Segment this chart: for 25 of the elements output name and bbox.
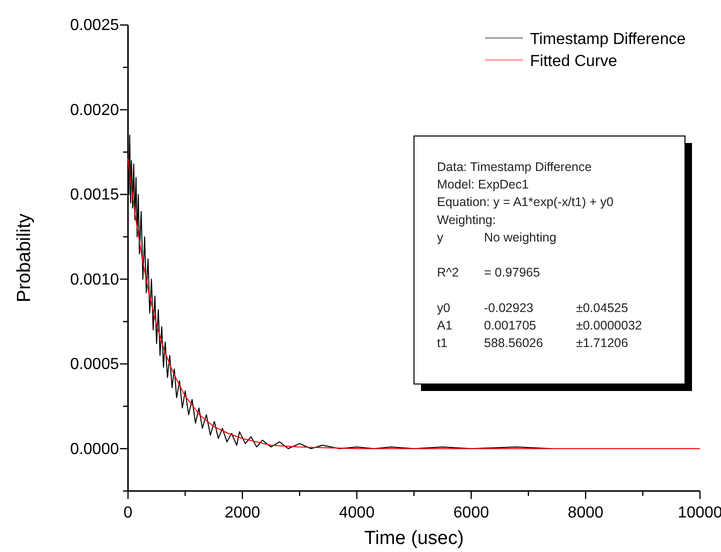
annotation: Equation: y = A1*exp(-x/t1) + y0 <box>437 195 614 210</box>
text: t1 588.56026 ±1.71206 <box>437 336 628 350</box>
annotation: Model: ExpDec1 <box>437 178 529 192</box>
x-axis-title: Time (usec) <box>364 528 464 549</box>
y-tick-label: 0.0010 <box>70 271 120 288</box>
annotation: Weighting: <box>437 212 496 227</box>
legend-label: Fitted Curve <box>530 53 618 70</box>
y-tick-label: 0.0000 <box>70 440 120 458</box>
text: y No weighting <box>437 230 556 244</box>
y-tick-label: 0.0025 <box>70 17 120 34</box>
x-tick-label: 2000 <box>224 504 260 522</box>
x-tick-label: 4000 <box>339 504 375 522</box>
x-tick-label: 0 <box>124 504 133 522</box>
x-tick-label: 8000 <box>568 504 604 522</box>
y-axis-title: Probability <box>14 213 35 302</box>
text: A1 0.001705 ±0.0000032 <box>437 318 642 332</box>
legend-label: Timestamp Difference <box>530 31 686 48</box>
text: R^2 = 0.97965 <box>437 266 540 280</box>
x-tick-label: 6000 <box>453 504 490 522</box>
y-tick-label: 0.0020 <box>70 102 120 119</box>
y-tick-label: 0.0005 <box>70 356 120 374</box>
annotation: Data: Timestamp Difference <box>437 160 592 174</box>
line-series <box>128 158 700 450</box>
text: y0 -0.02923 ±0.04525 <box>437 300 628 315</box>
y-tick-label: 0.0015 <box>70 186 120 204</box>
